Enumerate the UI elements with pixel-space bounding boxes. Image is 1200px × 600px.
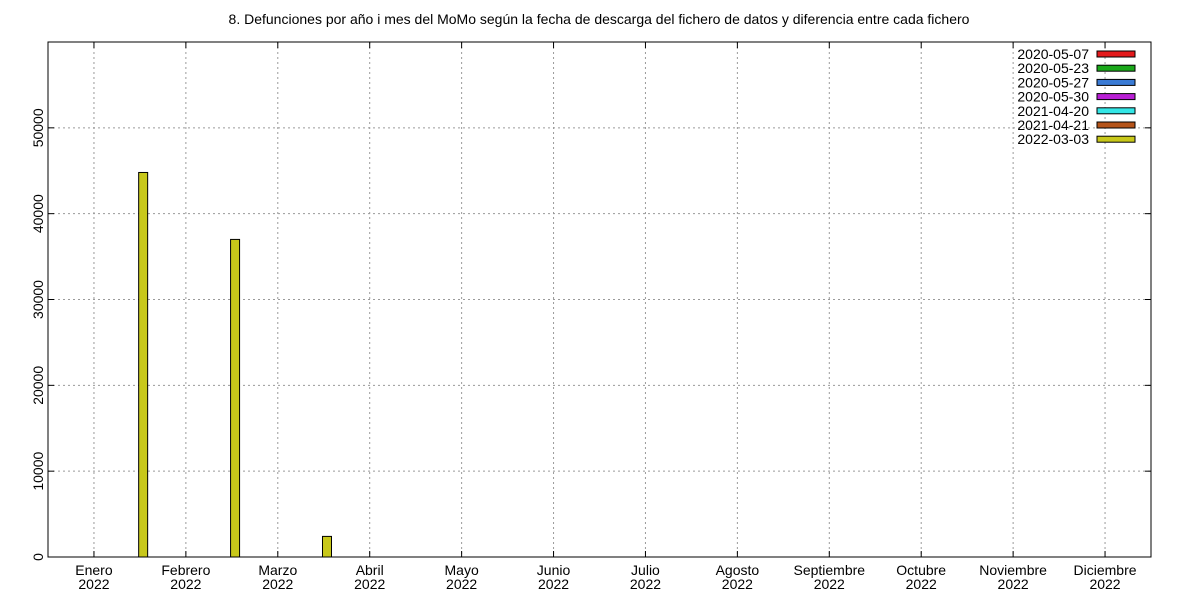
x-tick-label-month: Abril [356, 562, 384, 578]
legend-label: 2021-04-20 [1017, 103, 1089, 119]
grid [48, 42, 1151, 557]
x-tick-label-month: Agosto [716, 562, 760, 578]
legend: 2020-05-072020-05-232020-05-272020-05-30… [1017, 46, 1136, 147]
x-tick-label-month: Septiembre [793, 562, 865, 578]
x-tick-label-month: Diciembre [1074, 562, 1137, 578]
x-tick-label-month: Junio [537, 562, 571, 578]
legend-swatch [1096, 135, 1136, 143]
x-tick-label-month: Octubre [896, 562, 946, 578]
legend-swatch [1096, 50, 1136, 58]
y-tick-label: 50000 [30, 108, 46, 147]
x-tick-label-month: Noviembre [979, 562, 1047, 578]
x-tick-label-month: Febrero [161, 562, 210, 578]
x-tick-label-year: 2022 [906, 576, 937, 592]
bars [138, 171, 332, 558]
x-tick-label-year: 2022 [262, 576, 293, 592]
y-tick-label: 30000 [30, 280, 46, 319]
y-tick-label: 20000 [30, 366, 46, 405]
x-tick-label-year: 2022 [354, 576, 385, 592]
chart-title: 8. Defunciones por año i mes del MoMo se… [229, 11, 970, 27]
bar [230, 238, 241, 558]
x-tick-label-year: 2022 [814, 576, 845, 592]
x-tick-label-year: 2022 [998, 576, 1029, 592]
legend-label: 2021-04-21 [1017, 117, 1089, 133]
x-tick-label-month: Mayo [445, 562, 479, 578]
x-tick-label-year: 2022 [170, 576, 201, 592]
x-tick-label-year: 2022 [78, 576, 109, 592]
legend-swatch [1096, 78, 1136, 86]
y-tick-label: 0 [30, 553, 46, 561]
legend-label: 2020-05-30 [1017, 89, 1089, 105]
x-tick-label-month: Marzo [258, 562, 297, 578]
x-tick-label-year: 2022 [722, 576, 753, 592]
legend-swatch [1096, 121, 1136, 129]
legend-label: 2020-05-27 [1017, 74, 1089, 90]
y-tick-label: 10000 [30, 451, 46, 490]
x-tick-label-year: 2022 [1089, 576, 1120, 592]
axes: 01000020000300004000050000Enero2022Febre… [30, 42, 1151, 592]
x-tick-label-month: Enero [75, 562, 113, 578]
x-tick-label-year: 2022 [630, 576, 661, 592]
y-tick-label: 40000 [30, 194, 46, 233]
legend-swatch [1096, 107, 1136, 115]
legend-label: 2020-05-07 [1017, 46, 1089, 62]
x-tick-label-year: 2022 [446, 576, 477, 592]
legend-swatch [1096, 64, 1136, 72]
legend-label: 2020-05-23 [1017, 60, 1089, 76]
bar [138, 171, 149, 558]
x-tick-label-year: 2022 [538, 576, 569, 592]
legend-label: 2022-03-03 [1017, 131, 1089, 147]
bar [321, 535, 332, 558]
legend-swatch [1096, 93, 1136, 101]
x-tick-label-month: Julio [631, 562, 660, 578]
